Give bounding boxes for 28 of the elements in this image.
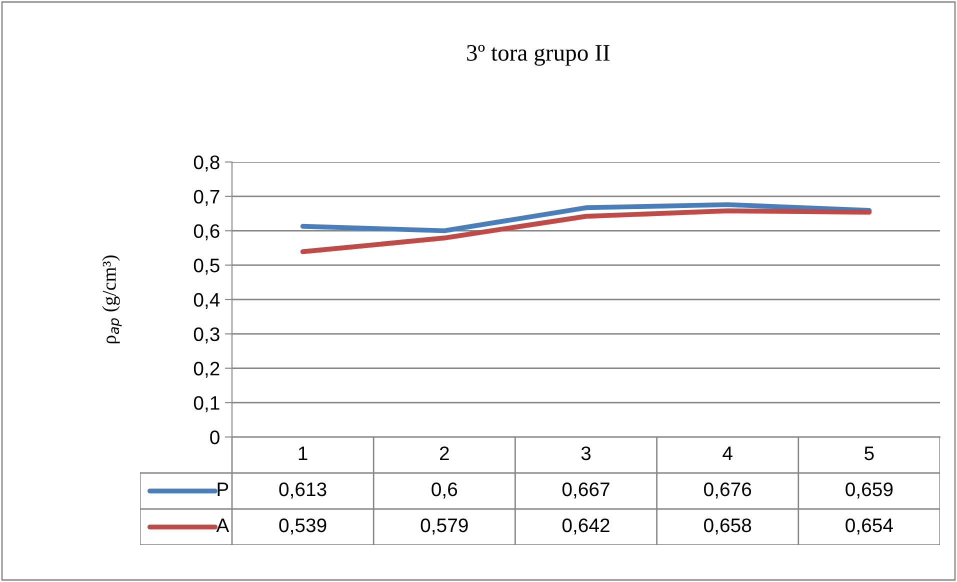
x-tick-label: 2: [440, 446, 449, 460]
data-label: 0,654: [846, 518, 893, 535]
x-tick-label: 4: [722, 446, 732, 460]
y-tick-label: 0,6: [194, 224, 220, 240]
y-tick-label: 0,1: [194, 396, 220, 412]
data-label: 0,6: [432, 482, 458, 499]
y-tick-label: 0: [210, 430, 220, 444]
x-tick-label: 5: [864, 446, 874, 460]
data-label: 0,676: [704, 482, 752, 499]
data-label: 0,613: [279, 482, 326, 499]
data-label: 0,539: [279, 518, 326, 535]
data-label: 0,579: [420, 518, 468, 535]
data-label: 0,659: [846, 482, 893, 499]
y-tick-label: 0,3: [194, 327, 220, 344]
y-tick-label: 0,4: [194, 292, 220, 310]
x-tick-label: 1: [298, 446, 308, 460]
y-axis-title: ρ$_{ap}$ (g/cm³): [102, 255, 122, 344]
y-tick-label: 0,7: [194, 190, 220, 206]
data-label: 0,642: [562, 518, 610, 535]
data-label: 0,667: [562, 482, 610, 499]
y-tick-label: 0,5: [194, 258, 220, 275]
y-tick-label: 0,8: [194, 155, 220, 172]
chart-title: 3º tora grupo II: [467, 44, 610, 66]
data-label: 0,658: [704, 518, 752, 535]
legend-label: A: [216, 518, 230, 532]
y-tick-label: 0,2: [194, 362, 220, 378]
x-tick-label: 3: [581, 446, 591, 460]
legend-label: P: [218, 482, 228, 496]
